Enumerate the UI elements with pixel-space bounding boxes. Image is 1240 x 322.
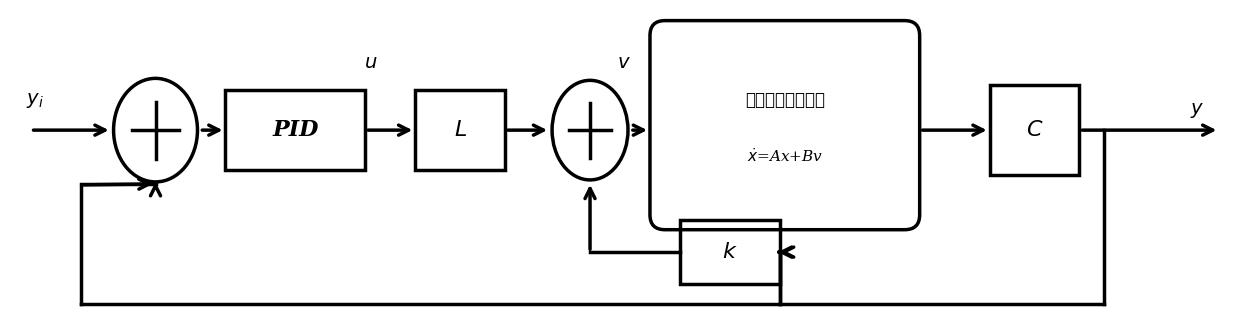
Text: $u$: $u$ <box>363 54 377 72</box>
Bar <box>415 90 505 170</box>
Text: $k$: $k$ <box>722 241 738 263</box>
Text: 状态空间数学模型: 状态空间数学模型 <box>745 91 825 109</box>
Text: $\dot{x}$=Ax+Bv: $\dot{x}$=Ax+Bv <box>746 147 823 166</box>
Text: $y$: $y$ <box>1190 101 1204 120</box>
Bar <box>680 220 780 284</box>
Bar <box>990 85 1080 175</box>
Text: PID: PID <box>272 119 319 141</box>
Text: $C$: $C$ <box>1025 119 1043 141</box>
Text: $v$: $v$ <box>618 54 631 72</box>
Text: $y_i$: $y_i$ <box>26 91 43 110</box>
Bar <box>226 90 366 170</box>
Text: $L$: $L$ <box>454 119 466 141</box>
